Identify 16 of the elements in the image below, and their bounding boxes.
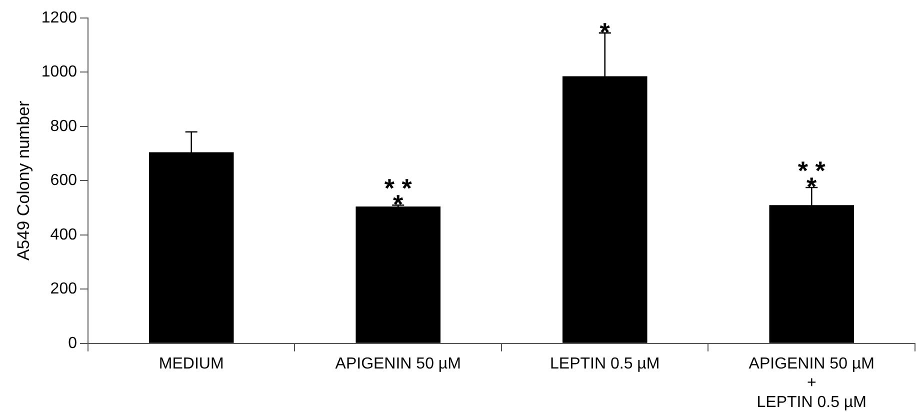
y-tick-label: 600 (50, 172, 78, 190)
y-axis-title: A549 Colony number (14, 100, 33, 261)
x-tick-label: MEDIUM (158, 355, 224, 372)
data-label: * (600, 16, 611, 47)
data-label: * * * (798, 155, 826, 202)
bar (356, 206, 441, 343)
y-tick-label: 1000 (41, 64, 78, 81)
y-tick-label: 0 (68, 334, 78, 352)
x-tick-label: APIGENIN 50 µM + LEPTIN 0.5 µM (748, 355, 874, 411)
y-tick-label: 200 (50, 280, 78, 298)
y-tick-label: 800 (50, 118, 78, 135)
y-tick-label: 1200 (41, 9, 78, 26)
data-label: * * * (384, 173, 413, 220)
y-tick-label: 400 (50, 226, 78, 244)
x-tick-label: LEPTIN 0.5 µM (550, 355, 660, 372)
x-tick-label: APIGENIN 50 µM (335, 355, 461, 372)
